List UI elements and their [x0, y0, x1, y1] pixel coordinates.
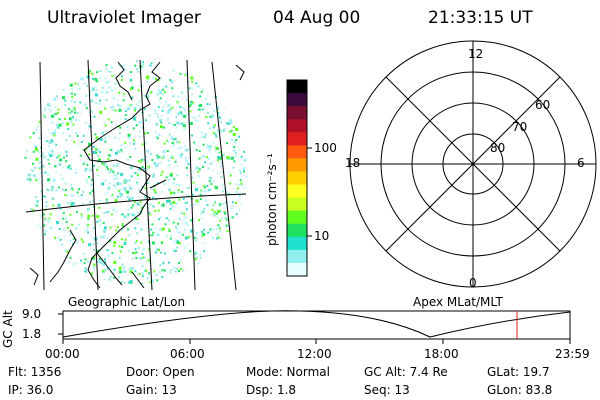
status-door: Door: Open — [126, 365, 195, 379]
colorbar-segment — [287, 197, 307, 212]
polar-caption: Apex MLat/MLT — [413, 295, 503, 309]
xtick-label-1800: 18:00 — [424, 347, 459, 361]
colorbar-label-10: 10 — [314, 229, 330, 243]
mlat-label-80: 80 — [490, 141, 506, 155]
status-gcalt: GC Alt: 7.4 Re — [364, 365, 448, 379]
colorbar-segment — [287, 184, 307, 199]
polar-grid — [349, 40, 597, 288]
status-glon: GLon: 83.8 — [487, 383, 553, 397]
colorbar-segment — [287, 223, 307, 238]
mlat-label-60: 60 — [535, 98, 551, 112]
mlt-label-18: 18 — [345, 156, 361, 170]
colorbar-unit-label: photon cm⁻²s⁻¹ — [265, 153, 279, 246]
colorbar — [287, 80, 307, 277]
colorbar-segment — [287, 249, 307, 264]
xtick-label-0000: 00:00 — [45, 347, 80, 361]
colorbar-segment — [287, 236, 307, 251]
geographic-map — [24, 59, 247, 291]
colorbar-segment — [287, 210, 307, 225]
mlt-label-12: 12 — [468, 47, 484, 61]
colorbar-segment — [287, 262, 307, 277]
mlt-label-6: 6 — [577, 156, 585, 170]
altitude-ylabel: GC Alt — [1, 310, 15, 348]
colorbar-segment — [287, 132, 307, 146]
date-label: 04 Aug 00 — [273, 8, 361, 28]
status-mode: Mode: Normal — [246, 365, 330, 379]
colorbar-label-100: 100 — [314, 141, 337, 155]
status-flt: Flt: 1356 — [8, 365, 62, 379]
altitude-ytick-label-1-8: 1.8 — [22, 327, 42, 341]
meridian-lines — [39, 59, 237, 291]
geo-caption: Geographic Lat/Lon — [68, 295, 186, 309]
colorbar-segment — [287, 80, 307, 94]
xtick-label-0600: 06:00 — [170, 347, 205, 361]
colorbar-segment — [287, 145, 307, 159]
emission-dots — [24, 60, 247, 284]
polar-diagonal-2 — [385, 76, 561, 252]
status-dsp: Dsp: 1.8 — [246, 383, 297, 397]
colorbar-segment — [287, 119, 307, 133]
status-glat: GLat: 19.7 — [487, 365, 550, 379]
colorbar-frame — [286, 79, 308, 277]
coastlines — [29, 61, 245, 289]
latitude-line — [25, 193, 247, 213]
colorbar-segment — [287, 106, 307, 120]
mlat-label-70: 70 — [512, 120, 528, 134]
xtick-label-2359: 23:59 — [555, 347, 590, 361]
time-label: 21:33:15 UT — [428, 8, 533, 28]
colorbar-segment — [287, 93, 307, 107]
mlt-label-0: 0 — [469, 276, 477, 290]
instrument-title: Ultraviolet Imager — [47, 8, 201, 28]
colorbar-segment — [287, 158, 307, 173]
status-seq: Seq: 13 — [364, 383, 410, 397]
altitude-ytick-label-9: 9.0 — [22, 307, 42, 321]
xtick-label-1200: 12:00 — [297, 347, 332, 361]
colorbar-segment — [287, 171, 307, 186]
altitude-curve — [62, 310, 571, 338]
altitude-strip — [58, 310, 571, 344]
status-gain: Gain: 13 — [126, 383, 177, 397]
status-ip: IP: 36.0 — [8, 383, 54, 397]
